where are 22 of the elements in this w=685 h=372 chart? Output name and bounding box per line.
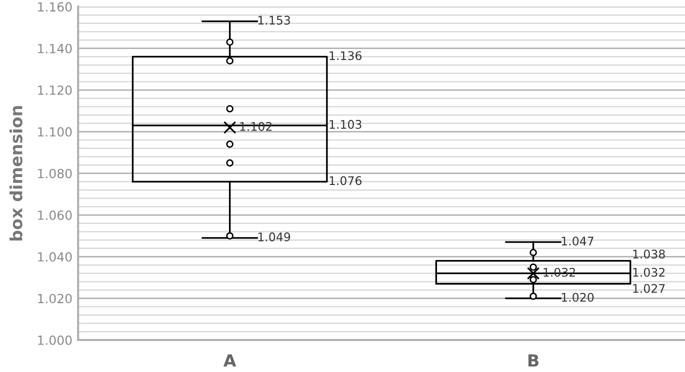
annotation: 1.027 <box>633 284 665 293</box>
y-axis-title: box dimension <box>10 106 22 240</box>
annotation: 1.103 <box>330 120 362 129</box>
annotation: 1.032 <box>633 268 665 277</box>
annotation: 1.020 <box>562 292 594 302</box>
annotation: 1.049 <box>258 232 290 242</box>
y-tick-label: 1.040 <box>38 252 72 262</box>
annotation: 1.076 <box>330 176 362 186</box>
y-tick-label: 1.020 <box>38 294 72 304</box>
y-tick-label: 1.060 <box>38 210 72 220</box>
annotation: 1.136 <box>330 51 362 60</box>
y-tick-label: 1.160 <box>38 2 72 12</box>
annotation: 1.047 <box>562 236 594 246</box>
annotation: 1.153 <box>258 16 290 25</box>
x-tick-label: A <box>223 354 236 367</box>
y-tick-label: 1.000 <box>38 335 72 345</box>
y-tick-label: 1.080 <box>38 168 72 178</box>
x-tick-label: B <box>528 354 538 367</box>
annotation: 1.038 <box>633 250 665 259</box>
y-tick-label: 1.140 <box>38 44 72 54</box>
y-tick-label: 1.100 <box>38 127 72 137</box>
y-tick-label: 1.120 <box>38 85 72 95</box>
